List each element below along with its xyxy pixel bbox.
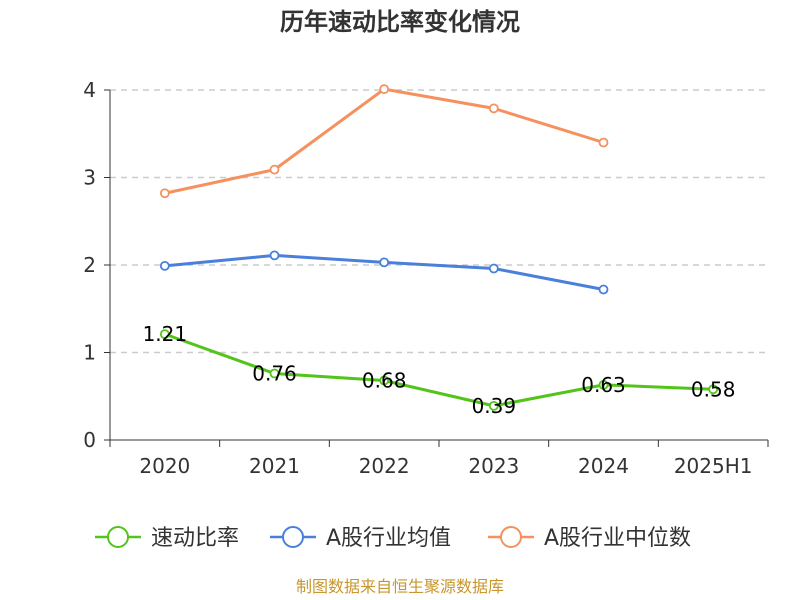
data-point[interactable]: [159, 260, 170, 271]
series-line: [163, 332, 715, 408]
legend-item[interactable]: 速动比率: [95, 526, 239, 551]
data-point[interactable]: [379, 84, 390, 95]
gridlines: [110, 89, 768, 354]
data-point[interactable]: [598, 137, 609, 148]
data-point[interactable]: [379, 257, 390, 268]
x-tick-label: 2020: [139, 454, 190, 478]
legend-marker-icon: [107, 526, 129, 548]
data-label: 1.21: [143, 322, 188, 346]
axes: 0 1 2 3 4 2020 2021 2022 2023 2024 2025H1: [83, 78, 769, 478]
data-point[interactable]: [269, 164, 280, 175]
data-point[interactable]: [708, 384, 719, 395]
legend[interactable]: 速动比率 A股行业均值 A股行业中位数: [95, 526, 691, 551]
data-point[interactable]: [488, 400, 499, 411]
data-label: 0.76: [252, 362, 297, 386]
data-point[interactable]: [488, 103, 499, 114]
x-tick-label: 2021: [249, 454, 300, 478]
legend-marker-icon: [282, 526, 304, 548]
y-tick-label: 2: [83, 253, 96, 277]
data-point[interactable]: [269, 250, 280, 261]
legend-marker-icon: [500, 526, 522, 548]
x-tick-label: 2024: [578, 454, 629, 478]
data-label: 0.58: [691, 377, 736, 401]
data-point[interactable]: [488, 263, 499, 274]
data-point[interactable]: [598, 379, 609, 390]
data-point[interactable]: [159, 329, 170, 340]
data-point[interactable]: [379, 375, 390, 386]
data-label: 0.63: [581, 373, 626, 397]
x-tick-label: 2022: [359, 454, 410, 478]
y-tick-label: 3: [83, 166, 96, 190]
y-tick-label: 4: [83, 78, 96, 102]
legend-label: A股行业中位数: [544, 526, 691, 551]
data-point[interactable]: [269, 368, 280, 379]
source-note: 制图数据来自恒生聚源数据库: [296, 577, 504, 596]
y-tick-label: 1: [83, 341, 96, 365]
legend-label: 速动比率: [151, 526, 239, 551]
chart-title: 历年速动比率变化情况: [280, 8, 520, 36]
data-label: 0.68: [362, 369, 407, 393]
legend-item[interactable]: A股行业中位数: [488, 526, 691, 551]
data-labels: 1.21 0.76 0.68 0.39 0.63 0.58: [143, 322, 736, 418]
data-point[interactable]: [159, 188, 170, 199]
series-layer: [159, 84, 719, 411]
data-label: 0.39: [472, 394, 517, 418]
legend-item[interactable]: A股行业均值: [270, 526, 451, 551]
series-line: [163, 87, 605, 195]
y-tick-label: 0: [83, 428, 96, 452]
x-tick-label: 2025H1: [674, 454, 753, 478]
x-tick-label: 2023: [468, 454, 519, 478]
data-point[interactable]: [598, 284, 609, 295]
legend-label: A股行业均值: [326, 526, 451, 551]
